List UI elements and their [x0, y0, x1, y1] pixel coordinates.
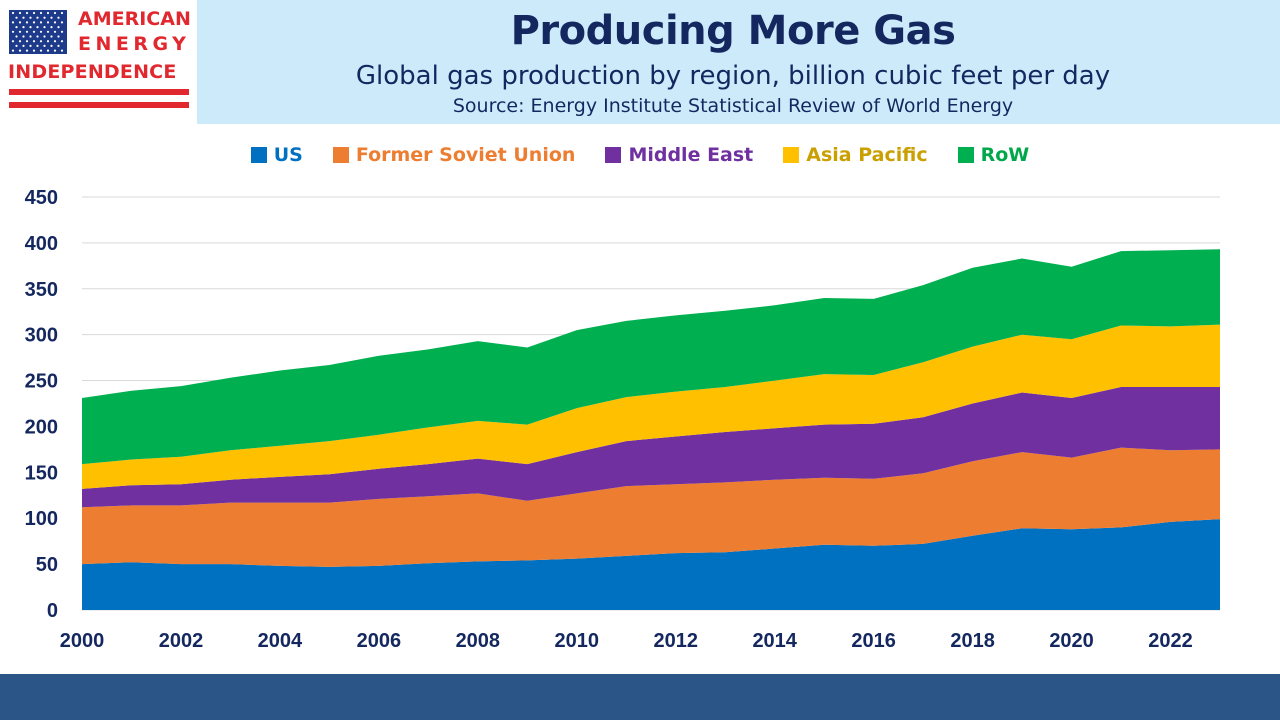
legend-swatch — [250, 147, 267, 163]
series-area — [82, 324, 1220, 489]
x-tick-label: 2000 — [60, 630, 105, 652]
legend-swatch — [332, 147, 349, 163]
y-tick-label: 50 — [36, 554, 58, 576]
y-tick-label: 300 — [25, 325, 58, 347]
logo-text-american: AMERICAN — [78, 8, 191, 30]
legend-swatch — [783, 147, 800, 163]
x-tick-label: 2022 — [1148, 630, 1193, 652]
footer-bar — [0, 674, 1280, 720]
us-flag-icon — [9, 10, 67, 54]
x-tick-label: 2014 — [752, 630, 797, 652]
legend-item: US — [250, 144, 303, 166]
chart-subtitle: Global gas production by region, billion… — [355, 61, 1111, 91]
legend-label: RoW — [980, 144, 1030, 166]
brand-logo: AMERICAN ENERGY INDEPENDENCE — [0, 0, 197, 124]
logo-stripe — [9, 89, 189, 95]
logo-text-energy: ENERGY — [78, 33, 191, 55]
y-tick-label: 200 — [25, 416, 58, 438]
legend-swatch — [957, 147, 974, 163]
legend-item: Middle East — [605, 144, 753, 166]
legend-swatch — [605, 147, 622, 163]
series-area — [82, 387, 1220, 508]
y-tick-label: 100 — [25, 508, 58, 530]
logo-stripe — [9, 102, 189, 108]
x-tick-label: 2016 — [851, 630, 896, 652]
x-tick-label: 2020 — [1049, 630, 1094, 652]
chart-legend: US Former Soviet Union Middle East Asia Pac… — [0, 144, 1280, 166]
y-tick-label: 0 — [47, 600, 58, 622]
chart-source: Source: Energy Institute Statistical Rev… — [452, 95, 1014, 117]
series-area — [82, 519, 1220, 610]
legend-item: Former Soviet Union — [332, 144, 576, 166]
x-tick-label: 2018 — [950, 630, 995, 652]
series-area — [82, 249, 1220, 465]
x-tick-label: 2004 — [258, 630, 303, 652]
legend-item: RoW — [957, 144, 1030, 166]
x-tick-label: 2010 — [555, 630, 600, 652]
chart-title: Producing More Gas — [510, 8, 956, 54]
legend-label: Asia Pacific — [806, 144, 928, 166]
legend-label: Former Soviet Union — [355, 144, 576, 166]
logo-text-independence: INDEPENDENCE — [8, 61, 177, 83]
y-tick-label: 450 — [25, 187, 58, 209]
header-band — [0, 0, 1280, 124]
y-tick-label: 150 — [25, 462, 58, 484]
x-tick-label: 2012 — [653, 630, 698, 652]
y-tick-label: 250 — [25, 371, 58, 393]
area-chart: 0 50 100 150 200 250 300 350 400 450 2000 2002 2004 2… — [25, 187, 1220, 652]
y-tick-label: 400 — [25, 233, 58, 255]
legend-label: Middle East — [628, 144, 754, 166]
x-tick-label: 2008 — [456, 630, 501, 652]
legend-item: Asia Pacific — [783, 144, 928, 166]
x-tick-label: 2006 — [357, 630, 402, 652]
legend-label: US — [273, 144, 303, 166]
x-tick-label: 2002 — [159, 630, 204, 652]
series-area — [82, 447, 1220, 567]
y-tick-label: 350 — [25, 279, 58, 301]
